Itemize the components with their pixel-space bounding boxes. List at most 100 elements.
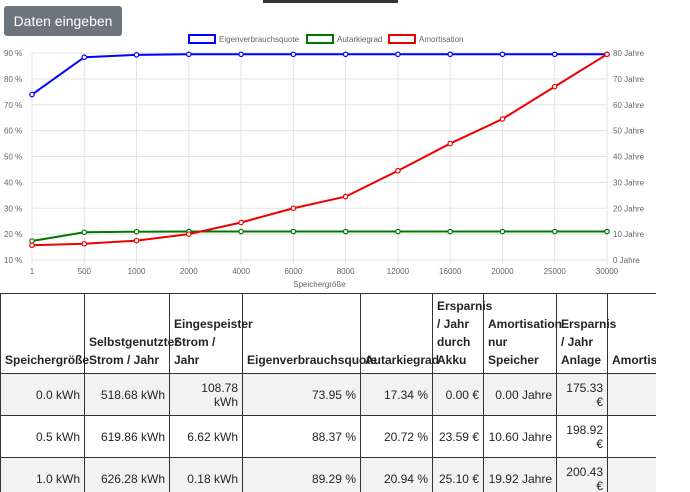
x-tick-label: 500: [78, 267, 92, 276]
data-point: [395, 51, 401, 58]
table-cell: 1.0 kWh: [0, 457, 85, 492]
data-point: [290, 51, 297, 58]
data-point: [447, 51, 453, 58]
table-cell: 20.94 %: [360, 457, 433, 492]
data-point: [133, 52, 140, 58]
y-right-tick-label: 30 Jahre: [613, 178, 645, 187]
data-point: [81, 229, 88, 236]
x-tick-label: 4000: [232, 267, 250, 276]
x-tick-label: 25000: [544, 267, 567, 276]
table-body: 0.0 kWh 518.68 kWh 108.78 kWh 73.95 % 17.34 …: [0, 373, 656, 492]
x-tick-label: 1000: [128, 267, 146, 276]
table-cell: 88.37 %: [242, 415, 361, 458]
y-right-tick-label: 20 Jahre: [613, 204, 645, 213]
table-cell: 20.72 %: [360, 415, 433, 458]
data-point: [238, 219, 244, 226]
column-header: Eingespeister Strom / Jahr: [169, 293, 253, 374]
data-point: [342, 228, 349, 235]
results-table-container[interactable]: Speichergröße Selbstgenutzter Strom / Jah…: [0, 293, 656, 492]
table-cell: 0.00 Jahre: [483, 373, 557, 416]
y-left-tick-label: 20 %: [4, 230, 22, 239]
table-row: 0.5 kWh 619.86 kWh 6.62 kWh 88.37 % 20.72 % 2…: [0, 415, 656, 458]
x-tick-label: 8000: [337, 267, 355, 276]
y-left-tick-label: 30 %: [4, 204, 22, 213]
data-point: [395, 228, 401, 235]
table-cell: 10.60 Jahre: [483, 415, 557, 458]
column-header: Amortisation Anlage: [607, 293, 656, 374]
table-cell: 198.92 €: [556, 415, 608, 458]
enter-data-button[interactable]: Daten eingeben: [4, 6, 122, 36]
table-cell: 25.10 €: [432, 457, 484, 492]
column-header: Autarkiegrad: [360, 293, 439, 374]
table-cell: 6.28 Jahre: [607, 415, 656, 458]
data-point: [81, 240, 88, 247]
data-point: [551, 228, 558, 235]
data-point: [29, 242, 35, 249]
y-left-tick-label: 40 %: [4, 178, 22, 187]
data-point: [29, 91, 35, 98]
data-point: [186, 231, 192, 237]
data-point: [604, 228, 610, 235]
legend-swatch: [188, 34, 216, 44]
data-point: [342, 193, 349, 200]
series-line: [31, 53, 607, 96]
x-tick-label: 20000: [491, 267, 514, 276]
legend-swatch: [388, 34, 416, 44]
x-tick-label: 12000: [387, 267, 410, 276]
data-point: [290, 228, 297, 235]
table-cell: 7.48 Jahre: [607, 457, 656, 492]
column-header: Speichergröße: [0, 293, 89, 374]
table-cell: 5.71 Jahre: [607, 373, 656, 416]
data-point: [238, 51, 244, 58]
table-header-row: Speichergröße Selbstgenutzter Strom / Jah…: [0, 293, 656, 374]
column-header: Ersparnis / Jahr Anlage: [556, 293, 616, 374]
y-left-tick-label: 70 %: [4, 101, 22, 110]
x-axis-title: Speichergröße: [293, 280, 346, 289]
x-tick-label: 30000: [596, 267, 619, 276]
table-cell: 0.5 kWh: [0, 415, 85, 458]
data-point: [238, 228, 244, 235]
data-point: [499, 228, 506, 235]
table-row: 1.0 kWh 626.28 kWh 0.18 kWh 89.29 % 20.94 % 2…: [0, 457, 656, 492]
data-point: [447, 228, 453, 235]
table-cell: 175.33 €: [556, 373, 608, 416]
y-right-tick-label: 10 Jahre: [613, 230, 645, 239]
table-cell: 19.92 Jahre: [483, 457, 557, 492]
data-point: [133, 237, 140, 244]
y-right-tick-label: 40 Jahre: [613, 153, 645, 162]
results-table: Speichergröße Selbstgenutzter Strom / Jah…: [0, 293, 656, 492]
table-cell: 200.43 €: [556, 457, 608, 492]
table-cell: 0.0 kWh: [0, 373, 85, 416]
legend-label: Autarkiegrad: [337, 35, 382, 44]
data-point: [395, 167, 401, 174]
table-cell: 73.95 %: [242, 373, 361, 416]
legend-swatch: [306, 34, 334, 44]
y-right-tick-label: 50 Jahre: [613, 127, 645, 136]
legend-label: Amortisation: [419, 35, 463, 44]
table-cell: 17.34 %: [360, 373, 433, 416]
data-point: [186, 51, 192, 58]
y-right-tick-label: 60 Jahre: [613, 101, 645, 110]
x-tick-label: 6000: [284, 267, 302, 276]
y-right-tick-label: 0 Jahre: [613, 256, 640, 265]
y-left-tick-label: 10 %: [4, 256, 22, 265]
column-header: Eigenverbrauchsquote: [242, 293, 377, 374]
table-cell: 0.00 €: [432, 373, 484, 416]
table-cell: 0.18 kWh: [169, 457, 243, 492]
table-cell: 6.62 kWh: [169, 415, 243, 458]
y-left-tick-label: 80 %: [4, 75, 22, 84]
data-point: [133, 228, 140, 235]
table-cell: 619.86 kWh: [84, 415, 170, 458]
data-point: [290, 205, 297, 212]
line-chart: 90 % 80 % 70 % 60 % 50 % 40 % 30 % 20 % 10 % 80 J…: [4, 34, 645, 289]
data-point: [551, 51, 558, 58]
table-cell: 626.28 kWh: [84, 457, 170, 492]
table-cell: 518.68 kWh: [84, 373, 170, 416]
y-right-tick-label: 70 Jahre: [613, 75, 645, 84]
table-cell: 108.78 kWh: [169, 373, 243, 416]
y-left-tick-label: 60 %: [4, 127, 22, 136]
data-point: [342, 51, 349, 58]
x-tick-label: 2000: [180, 267, 198, 276]
table-row: 0.0 kWh 518.68 kWh 108.78 kWh 73.95 % 17.34 …: [0, 373, 656, 416]
legend-label: Eigenverbrauchsquote: [219, 35, 300, 44]
